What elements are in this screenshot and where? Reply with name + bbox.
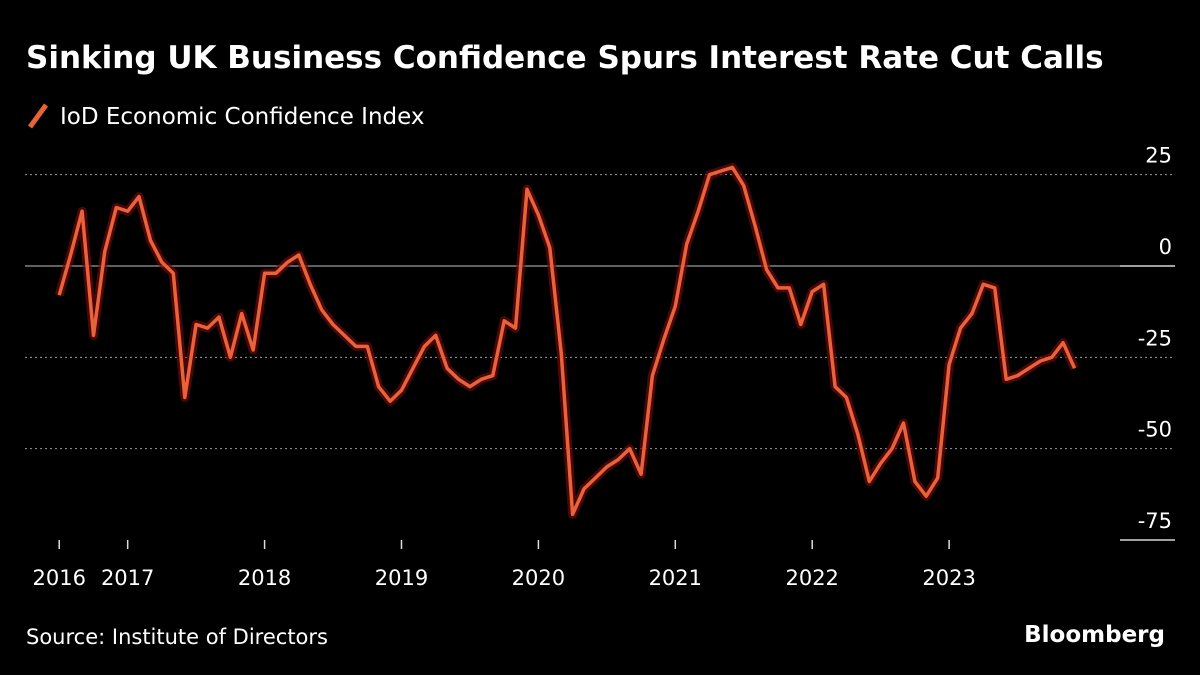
y-tick-label: -50 [1138,418,1172,442]
x-tick-label: 2018 [238,566,291,590]
x-tick-label: 2021 [649,566,702,590]
x-tick-label: 2020 [512,566,565,590]
x-tick-label: 2022 [785,566,838,590]
legend-swatch [27,103,49,129]
brand: Bloomberg [1024,622,1165,648]
line [57,165,1077,517]
source: Source: Institute of Directors [26,625,328,649]
x-tick-label: 2019 [375,566,428,590]
x-tick-label: 2023 [922,566,975,590]
x-tick-label: 2016 [32,566,85,590]
x-tick-label: 2017 [101,566,154,590]
chart-title: Sinking UK Business Confidence Spurs Int… [26,40,1104,76]
legend-label: IoD Economic Confidence Index [60,104,424,130]
y-tick-label: -75 [1138,509,1172,533]
y-tick-label: 25 [1145,144,1172,168]
y-tick-label: 0 [1159,235,1172,259]
y-tick-label: -25 [1138,326,1172,350]
